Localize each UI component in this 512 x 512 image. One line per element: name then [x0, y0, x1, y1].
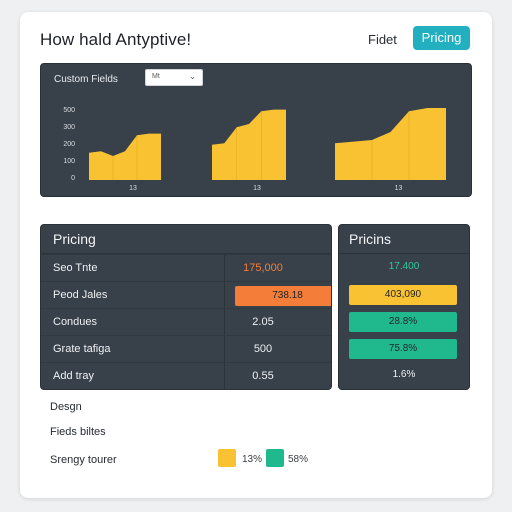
- pricing-title: Pricins: [339, 225, 469, 254]
- row-value: 0.55: [252, 370, 274, 382]
- chart-panel: Custom Fields Mt ⌄ 500 300 200 100 0 13 13 13: [40, 63, 472, 197]
- legend-label: 13%: [242, 454, 263, 465]
- pricing-value: 17.400: [388, 261, 420, 272]
- x-tick-label: 13: [129, 185, 137, 192]
- pricing-row[interactable]: 28.8%: [339, 308, 469, 335]
- table-row[interactable]: Peod Jales 738.18: [41, 281, 331, 309]
- table-row[interactable]: Seo Tnte 175,000: [41, 254, 331, 282]
- table-row[interactable]: Add tray 0.55: [41, 362, 331, 389]
- pricing-row[interactable]: 1.6%: [339, 362, 469, 389]
- pricing-value-pill: 75.8%: [349, 339, 457, 359]
- x-tick-label: 13: [395, 185, 403, 192]
- pricing-table: Pricing Seo Tnte 175,000 Peod Jales 738.…: [40, 224, 332, 390]
- y-tick-label: 0: [71, 175, 75, 182]
- y-tick-label: 300: [63, 124, 75, 131]
- row-name: Add tray: [53, 370, 94, 382]
- row-value-pill: 738.18: [235, 286, 331, 306]
- chart-select[interactable]: Mt ⌄: [145, 69, 203, 86]
- y-tick-label: 200: [63, 141, 75, 148]
- area-chart: 500 300 200 100 0 13 13 13: [63, 107, 446, 192]
- legend-swatch: [218, 449, 236, 467]
- area-series: [212, 109, 286, 180]
- table-row[interactable]: Condues 2.05: [41, 308, 331, 336]
- pricing-panel: Pricins 17.400 403,090 28.8% 75.8% 1.6%: [338, 224, 470, 390]
- y-tick-label: 500: [63, 107, 75, 114]
- chart-select-value: Mt: [152, 73, 160, 80]
- nav-link[interactable]: Fidet: [368, 32, 397, 47]
- area-series: [335, 108, 446, 180]
- table-title: Pricing: [41, 225, 331, 254]
- column-divider: [224, 253, 225, 389]
- chevron-down-icon: ⌄: [189, 72, 196, 81]
- x-tick-label: 13: [253, 185, 261, 192]
- legend-swatch: [266, 449, 284, 467]
- pricing-row[interactable]: 75.8%: [339, 335, 469, 362]
- main-card: How hald Antyptive! Fidet Pricing Custom…: [20, 12, 492, 498]
- page-title: How hald Antyptive!: [40, 30, 192, 49]
- list-item[interactable]: Fieds biltes: [50, 426, 106, 438]
- row-value: 2.05: [252, 316, 274, 328]
- pricing-row[interactable]: 403,090: [339, 281, 469, 308]
- row-value: 175,000: [243, 262, 283, 274]
- row-name: Condues: [53, 316, 98, 328]
- area-series: [89, 133, 161, 180]
- row-name: Peod Jales: [53, 289, 108, 301]
- legend-label: 58%: [288, 454, 309, 465]
- row-name: Seo Tnte: [53, 262, 98, 274]
- chart-label: Custom Fields: [54, 74, 118, 85]
- table-row[interactable]: Grate tafiga 500: [41, 335, 331, 363]
- row-name: Grate tafiga: [53, 343, 111, 355]
- pricing-value-pill: 403,090: [349, 285, 457, 305]
- y-tick-label: 100: [63, 158, 75, 165]
- pricing-row[interactable]: 17.400: [339, 254, 469, 281]
- row-value: 500: [253, 343, 273, 355]
- pricing-value: 1.6%: [392, 369, 416, 380]
- list-item[interactable]: Srengy tourer: [50, 454, 117, 466]
- list-item[interactable]: Desgn: [50, 401, 82, 413]
- pricing-button[interactable]: Pricing: [413, 26, 470, 50]
- pricing-value-pill: 28.8%: [349, 312, 457, 332]
